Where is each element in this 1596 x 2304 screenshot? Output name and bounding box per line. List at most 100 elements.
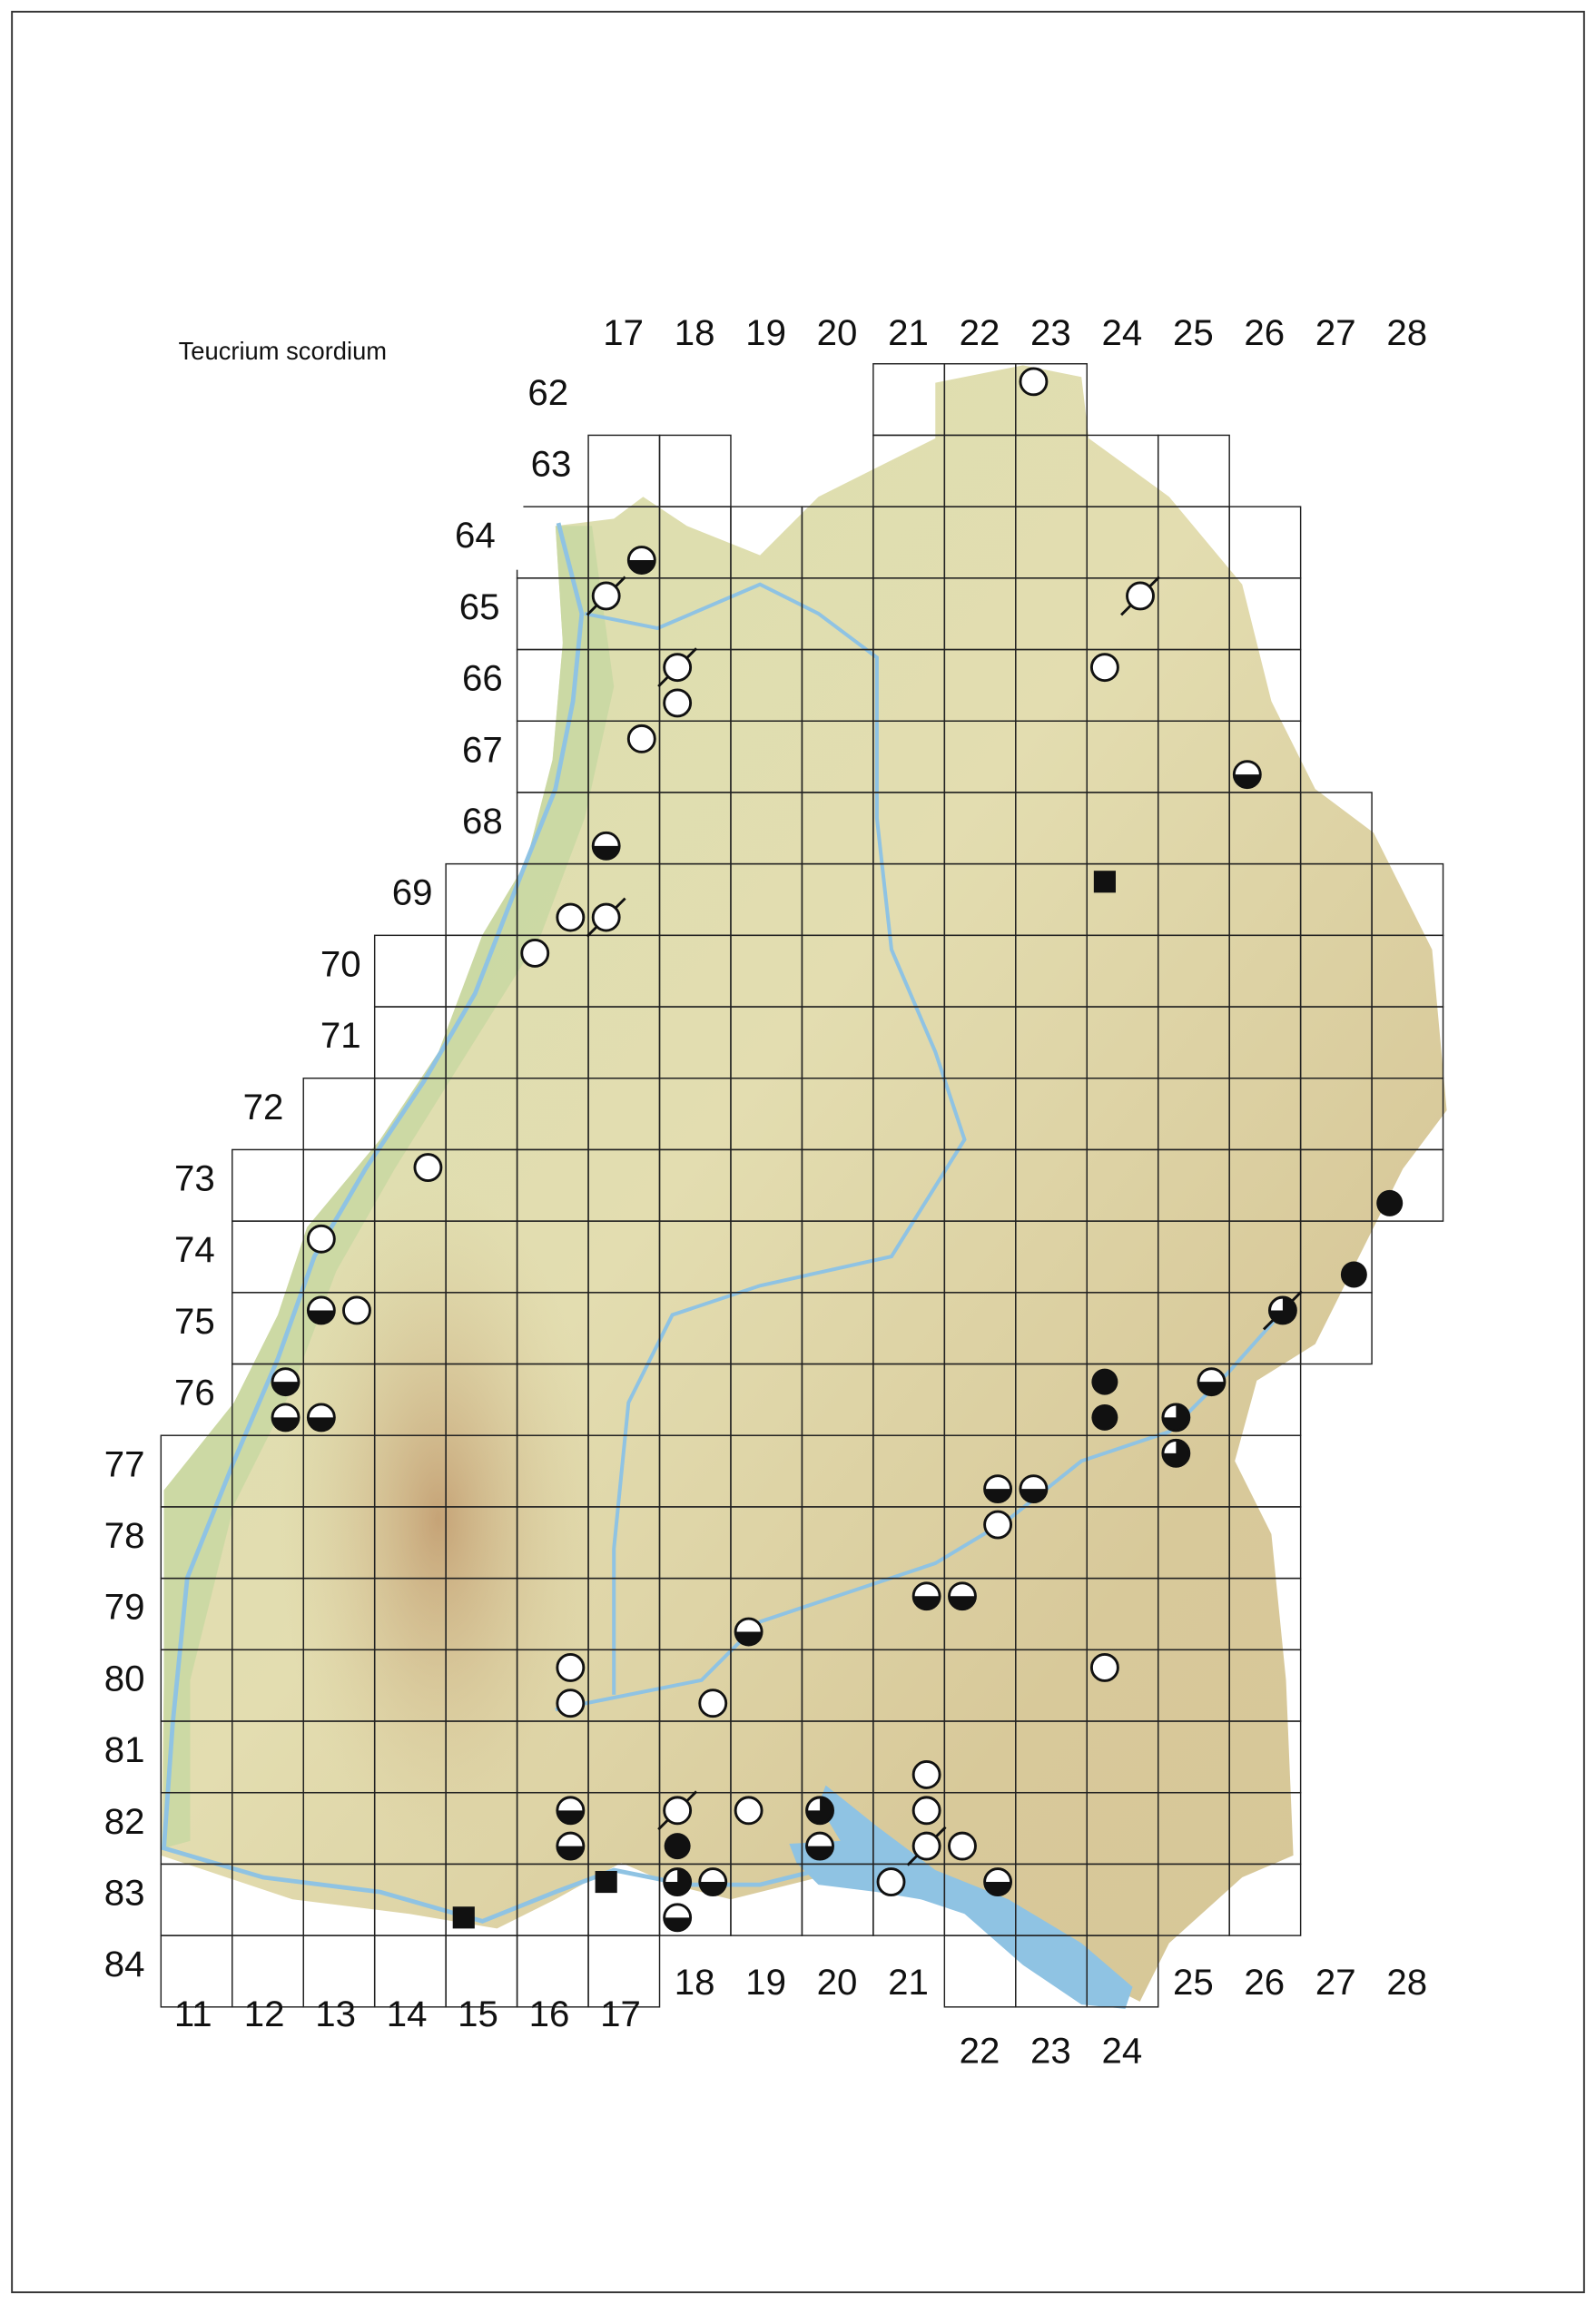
three-quarter-filled-circle-icon	[805, 1796, 834, 1826]
bottom-column-label: 25	[1173, 1962, 1214, 2003]
top-column-label: 20	[817, 312, 858, 353]
grid-cell	[587, 1935, 661, 2008]
top-column-label: 19	[745, 312, 786, 353]
bottom-column-label: 13	[315, 1994, 356, 2034]
three-quarter-filled-circle-slashed-icon	[1262, 1290, 1303, 1331]
row-label: 83	[104, 1872, 145, 1913]
top-column-label: 21	[888, 312, 929, 353]
bottom-column-label: 14	[387, 1994, 428, 2034]
half-filled-circle-icon	[983, 1867, 1013, 1896]
row-label: 79	[104, 1587, 145, 1628]
grid-cell	[1371, 1148, 1444, 1222]
open-circle-icon	[663, 688, 693, 718]
row-label: 63	[531, 443, 572, 484]
open-circle-icon	[911, 1759, 941, 1789]
row-label: 64	[455, 515, 496, 556]
filled-circle-icon	[1376, 1189, 1404, 1216]
open-circle-icon	[413, 1153, 443, 1182]
half-filled-circle-icon	[663, 1903, 693, 1933]
row-label: 77	[104, 1443, 145, 1484]
row-label: 81	[104, 1729, 145, 1770]
bottom-column-label: 15	[458, 1994, 498, 2034]
row-label: 75	[174, 1301, 215, 1342]
row-label: 65	[459, 586, 500, 627]
filled-circle-icon	[1340, 1261, 1367, 1288]
half-filled-circle-icon	[556, 1831, 586, 1861]
grid-cell	[1228, 1863, 1302, 1936]
filled-square-icon	[595, 1870, 617, 1894]
half-filled-circle-icon	[271, 1403, 300, 1433]
three-quarter-filled-circle-icon	[663, 1867, 693, 1896]
bottom-column-label: 17	[600, 1994, 641, 2034]
bottom-column-label: 27	[1315, 1962, 1356, 2003]
half-filled-circle-icon	[556, 1796, 586, 1826]
half-filled-circle-icon	[698, 1867, 728, 1896]
half-filled-circle-icon	[306, 1403, 336, 1433]
top-column-label: 28	[1386, 312, 1427, 353]
open-circle-icon	[1019, 367, 1049, 397]
bottom-column-label: 11	[174, 1994, 212, 2034]
open-circle-icon	[556, 1689, 586, 1718]
open-circle-icon	[556, 1653, 586, 1682]
top-label-band	[599, 291, 1479, 354]
open-circle-icon	[626, 724, 656, 753]
half-filled-circle-icon	[911, 1581, 941, 1611]
bottom-column-label: 21	[888, 1962, 929, 2003]
open-circle-slashed-icon	[906, 1826, 947, 1866]
open-circle-icon	[342, 1295, 371, 1325]
filled-circle-icon	[1091, 1368, 1118, 1395]
top-column-label: 25	[1173, 312, 1214, 353]
map-grid	[160, 363, 1444, 2008]
bottom-column-label: 18	[675, 1962, 715, 2003]
filled-square-icon	[1093, 871, 1116, 893]
open-circle-icon	[520, 939, 550, 968]
three-quarter-filled-circle-icon	[1161, 1438, 1191, 1468]
row-label: 70	[320, 943, 361, 984]
open-circle-slashed-icon	[657, 1790, 698, 1831]
open-circle-slashed-icon	[1120, 576, 1160, 616]
filled-circle-icon	[1091, 1403, 1118, 1431]
row-label: 74	[174, 1229, 215, 1270]
half-filled-circle-icon	[1232, 760, 1262, 790]
row-label: 82	[104, 1801, 145, 1842]
open-circle-icon	[948, 1831, 977, 1861]
open-circle-icon	[983, 1510, 1013, 1540]
row-label: 62	[527, 372, 568, 413]
grid-cell	[1299, 1292, 1373, 1365]
top-column-label: 26	[1244, 312, 1285, 353]
open-circle-icon	[556, 902, 586, 932]
lake-constance	[789, 1785, 1133, 2009]
grid-cell	[1086, 1935, 1159, 2008]
half-filled-circle-icon	[626, 546, 656, 575]
half-filled-circle-icon	[1197, 1367, 1227, 1397]
top-column-label: 27	[1315, 312, 1356, 353]
neckar-river	[584, 582, 967, 1695]
bottom-column-label: 12	[244, 1994, 285, 2034]
top-column-label: 18	[675, 312, 715, 353]
row-label: 69	[392, 872, 433, 913]
grid-labels: 17 18 19 20 21 22 23 24 25 26 27 28 62 63 64 65 66 67 68 69…	[104, 312, 1427, 2072]
open-circle-icon	[1089, 653, 1119, 683]
open-circle-icon	[911, 1796, 941, 1826]
species-title: Teucrium scordium	[179, 337, 387, 365]
filled-square-icon	[452, 1906, 475, 1929]
row-label: 76	[174, 1373, 215, 1413]
bottom-column-label: 22	[960, 2030, 1000, 2071]
bottom-column-label: 26	[1244, 1962, 1285, 2003]
top-column-label: 17	[603, 312, 644, 353]
bottom-column-label: 16	[529, 1994, 570, 2034]
row-label: 72	[243, 1087, 284, 1127]
half-filled-circle-icon	[805, 1831, 834, 1861]
top-column-label: 23	[1030, 312, 1071, 353]
half-filled-circle-icon	[983, 1474, 1013, 1504]
half-filled-circle-icon	[1019, 1474, 1049, 1504]
open-circle-slashed-icon	[586, 897, 626, 938]
row-label: 71	[320, 1015, 361, 1056]
half-filled-circle-icon	[271, 1367, 300, 1397]
half-filled-circle-icon	[306, 1295, 336, 1325]
row-label: 84	[104, 1944, 145, 1984]
occurrence-symbols	[271, 367, 1404, 1933]
open-circle-icon	[1089, 1653, 1119, 1682]
black-forest-relief	[278, 1183, 600, 1856]
